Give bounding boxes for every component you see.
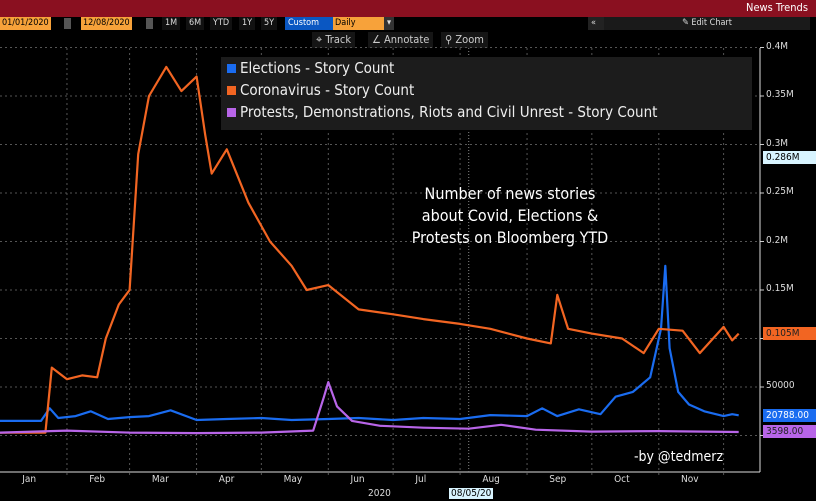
x-tick-label: May xyxy=(283,474,303,485)
legend-label: Elections - Story Count xyxy=(240,59,395,77)
annotate-button[interactable]: ∠ Annotate xyxy=(368,32,434,48)
track-button[interactable]: ⌖ Track xyxy=(312,32,356,48)
end-date-input[interactable]: 12/08/2020 xyxy=(81,17,132,30)
series-line-2[interactable] xyxy=(0,381,739,435)
legend-label: Coronavirus - Story Count xyxy=(240,81,415,99)
y-tick-label: 0.35M xyxy=(766,89,794,100)
start-date-input[interactable]: 01/01/2020 xyxy=(0,17,51,30)
zoom-label: Zoom xyxy=(455,33,484,46)
annotation-line: about Covid, Elections & xyxy=(421,206,599,225)
legend-item-elections[interactable]: Elections - Story Count xyxy=(221,58,752,79)
x-tick-label: Jun xyxy=(350,474,365,485)
x-tick-label: Mar xyxy=(151,474,169,485)
window-title: News Trends xyxy=(746,1,808,14)
last-value-protests: 3598.00 xyxy=(763,425,816,438)
header-bar: News Trends xyxy=(0,0,816,17)
crosshair-date-tag: 08/05/20 xyxy=(449,488,494,499)
legend: Elections - Story Count Coronavirus - St… xyxy=(221,57,752,130)
toolbar: 01/01/2020 12/08/2020 1M 6M YTD 1Y 5Y Cu… xyxy=(0,17,816,32)
x-tick-label: Oct xyxy=(614,474,630,485)
y-tick-label: 0.3M xyxy=(766,137,789,149)
series-line-0[interactable] xyxy=(0,264,739,422)
range-5y[interactable]: 5Y xyxy=(261,17,278,30)
edit-chart-button[interactable]: ✎ Edit Chart xyxy=(604,17,810,30)
edit-chart-label: Edit Chart xyxy=(691,18,732,28)
range-ytd[interactable]: YTD xyxy=(210,17,233,30)
crosshair-value-tag: 0.286M xyxy=(763,151,816,164)
y-tick-label: 0.25M xyxy=(766,186,794,197)
range-1m[interactable]: 1M xyxy=(162,17,181,30)
legend-item-coronavirus[interactable]: Coronavirus - Story Count xyxy=(221,80,752,101)
zoom-button[interactable]: ⚲ Zoom xyxy=(441,32,488,48)
legend-swatch xyxy=(227,86,236,95)
edit-chart-icon: ✎ xyxy=(682,18,692,28)
collapse-button[interactable]: « xyxy=(588,17,606,30)
range-1y[interactable]: 1Y xyxy=(239,17,256,30)
crosshair-icon: ⌖ xyxy=(316,33,326,46)
legend-swatch xyxy=(227,108,236,117)
x-tick-label: Feb xyxy=(89,474,106,485)
x-tick-label: Aug xyxy=(482,474,500,485)
y-tick-label: 0.2M xyxy=(766,234,789,246)
x-tick-label: Sep xyxy=(549,474,567,485)
series-line-1[interactable] xyxy=(0,65,740,434)
chart-annotation: Number of news stories about Covid, Elec… xyxy=(365,183,655,249)
legend-label: Protests, Demonstrations, Riots and Civi… xyxy=(240,103,658,121)
legend-item-protests[interactable]: Protests, Demonstrations, Riots and Civi… xyxy=(221,102,752,123)
y-tick-label: 0.4M xyxy=(766,40,789,52)
x-tick-label: Jan xyxy=(22,474,37,485)
x-axis-year: 2020 xyxy=(368,488,391,499)
annotate-label: Annotate xyxy=(384,33,430,46)
calendar-icon[interactable] xyxy=(64,18,71,29)
annotation-line: Protests on Bloomberg YTD xyxy=(411,228,609,247)
y-tick-label: 0.15M xyxy=(766,283,794,294)
range-6m[interactable]: 6M xyxy=(186,17,205,30)
last-value-elections: 20788.00 xyxy=(763,409,816,422)
track-label: Track xyxy=(325,33,352,46)
frequency-select[interactable]: Daily xyxy=(333,17,387,30)
y-tick-label: 50000 xyxy=(766,380,795,391)
annotation-line: Number of news stories xyxy=(424,184,596,203)
last-value-coronavirus: 0.105M xyxy=(763,327,816,340)
credit: -by @tedmerz xyxy=(634,449,724,465)
chevron-down-icon[interactable]: ▾ xyxy=(384,17,395,30)
x-tick-label: Jul xyxy=(415,474,427,485)
magnifier-icon: ⚲ xyxy=(445,33,456,46)
legend-swatch xyxy=(227,64,236,73)
pencil-icon: ∠ xyxy=(372,33,385,46)
range-custom[interactable]: Custom xyxy=(285,17,333,30)
calendar-icon[interactable] xyxy=(146,18,153,29)
x-tick-label: Nov xyxy=(681,474,699,485)
x-tick-label: Apr xyxy=(218,474,235,485)
